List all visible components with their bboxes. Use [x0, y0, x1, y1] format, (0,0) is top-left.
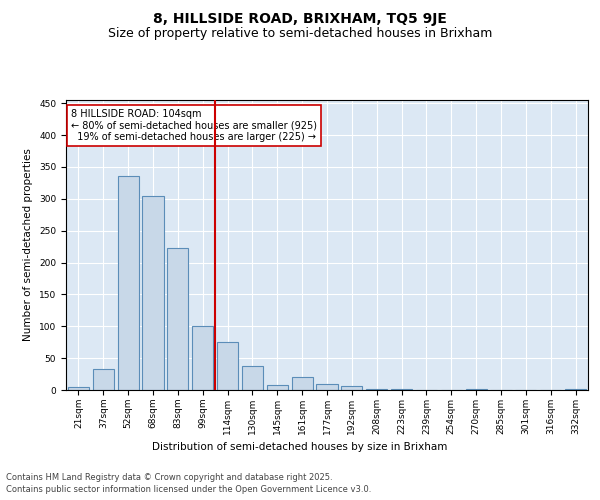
Bar: [217, 342, 238, 390]
Bar: [242, 366, 263, 390]
Bar: [267, 385, 288, 390]
Bar: [192, 326, 213, 390]
Text: 8, HILLSIDE ROAD, BRIXHAM, TQ5 9JE: 8, HILLSIDE ROAD, BRIXHAM, TQ5 9JE: [153, 12, 447, 26]
Bar: [341, 386, 362, 390]
Bar: [167, 248, 188, 390]
Bar: [366, 388, 387, 390]
Y-axis label: Number of semi-detached properties: Number of semi-detached properties: [23, 148, 34, 342]
Bar: [292, 376, 313, 390]
Text: 8 HILLSIDE ROAD: 104sqm
← 80% of semi-detached houses are smaller (925)
  19% of: 8 HILLSIDE ROAD: 104sqm ← 80% of semi-de…: [71, 108, 317, 142]
Bar: [68, 388, 89, 390]
Text: Contains public sector information licensed under the Open Government Licence v3: Contains public sector information licen…: [6, 485, 371, 494]
Bar: [93, 369, 114, 390]
Text: Contains HM Land Registry data © Crown copyright and database right 2025.: Contains HM Land Registry data © Crown c…: [6, 472, 332, 482]
Bar: [565, 388, 586, 390]
Text: Distribution of semi-detached houses by size in Brixham: Distribution of semi-detached houses by …: [152, 442, 448, 452]
Text: Size of property relative to semi-detached houses in Brixham: Size of property relative to semi-detach…: [108, 28, 492, 40]
Bar: [142, 196, 164, 390]
Bar: [118, 176, 139, 390]
Bar: [316, 384, 338, 390]
